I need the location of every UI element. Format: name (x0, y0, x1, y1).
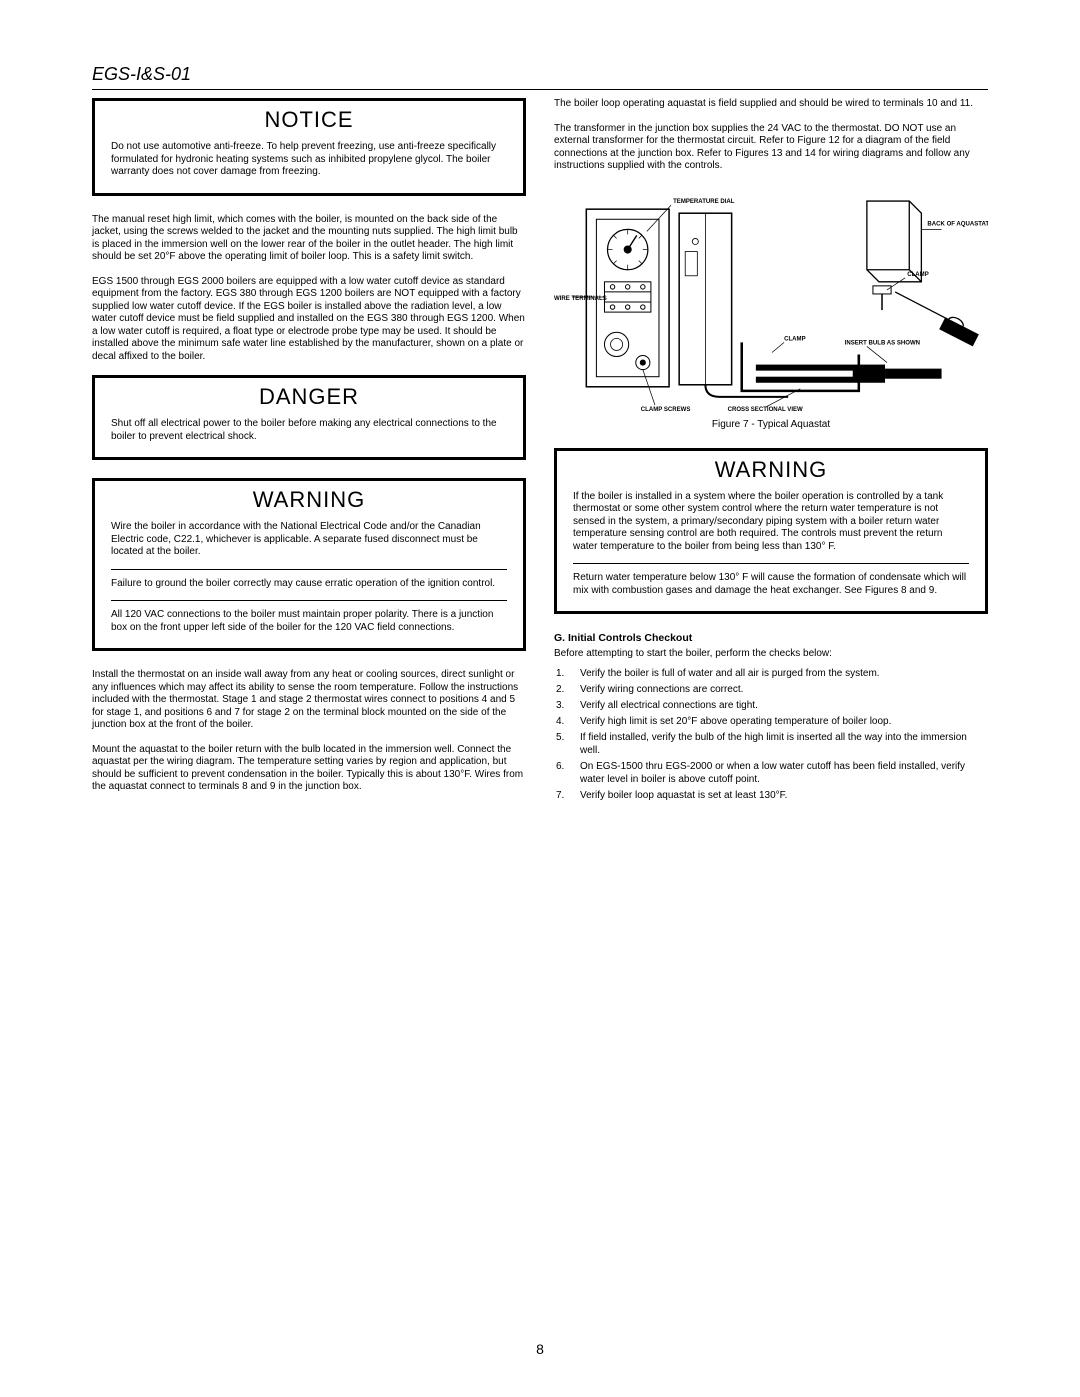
list-item: Verify high limit is set 20°F above oper… (576, 715, 988, 728)
figure-caption: Figure 7 - Typical Aquastat (554, 419, 988, 430)
label-cross-sectional: CROSS SECTIONAL VIEW (728, 407, 803, 413)
paragraph: EGS 1500 through EGS 2000 boilers are eq… (92, 276, 526, 364)
list-item: Verify boiler loop aquastat is set at le… (576, 789, 988, 802)
label-clamp-2: CLAMP (784, 336, 806, 342)
list-item: Verify wiring connections are correct. (576, 683, 988, 696)
section-g-label: G. Initial Controls Checkout (554, 632, 988, 644)
danger-body: Shut off all electrical power to the boi… (111, 418, 507, 443)
danger-title: DANGER (111, 384, 507, 410)
label-temperature-dial: TEMPERATURE DIAL (673, 199, 735, 205)
two-column-layout: NOTICE Do not use automotive anti-freeze… (92, 98, 988, 806)
danger-box: DANGER Shut off all electrical power to … (92, 375, 526, 460)
label-insert-bulb: INSERT BULB AS SHOWN (845, 340, 920, 346)
notice-title: NOTICE (111, 107, 507, 133)
label-back-of-aquastat: BACK OF AQUASTAT (927, 221, 988, 227)
label-wire-terminals: WIRE TERMINALS (554, 295, 607, 301)
warning-title: WARNING (573, 457, 969, 483)
warning-body-1: If the boiler is installed in a system w… (573, 491, 969, 554)
left-column: NOTICE Do not use automotive anti-freeze… (92, 98, 526, 806)
figure-7: TEMPERATURE DIAL WIRE TERMINALS CLAMP SC… (554, 191, 988, 413)
list-item: On EGS-1500 thru EGS-2000 or when a low … (576, 760, 988, 786)
warning-title: WARNING (111, 487, 507, 513)
notice-body: Do not use automotive anti-freeze. To he… (111, 141, 507, 179)
paragraph: The manual reset high limit, which comes… (92, 214, 526, 264)
list-item: Verify the boiler is full of water and a… (576, 667, 988, 680)
right-column: The boiler loop operating aquastat is fi… (554, 98, 988, 806)
page-number: 8 (0, 1341, 1080, 1357)
label-clamp-1: CLAMP (907, 271, 929, 277)
checkout-list: Verify the boiler is full of water and a… (554, 667, 988, 805)
warning-body-2: Failure to ground the boiler correctly m… (111, 578, 507, 591)
warning-box-right: WARNING If the boiler is installed in a … (554, 448, 988, 615)
box-divider (111, 569, 507, 570)
notice-box: NOTICE Do not use automotive anti-freeze… (92, 98, 526, 196)
box-divider (573, 563, 969, 564)
label-clamp-screws: CLAMP SCREWS (641, 407, 691, 413)
header-rule (92, 89, 988, 90)
warning-body-2: Return water temperature below 130° F wi… (573, 572, 969, 597)
paragraph: The boiler loop operating aquastat is fi… (554, 98, 988, 111)
paragraph: The transformer in the junction box supp… (554, 123, 988, 173)
paragraph: Mount the aquastat to the boiler return … (92, 744, 526, 794)
aquastat-diagram-svg: TEMPERATURE DIAL WIRE TERMINALS CLAMP SC… (554, 191, 988, 413)
paragraph: Install the thermostat on an inside wall… (92, 669, 526, 732)
section-g-intro: Before attempting to start the boiler, p… (554, 648, 988, 661)
doc-id: EGS-I&S-01 (92, 64, 988, 85)
list-item: If field installed, verify the bulb of t… (576, 731, 988, 757)
list-item: Verify all electrical connections are ti… (576, 699, 988, 712)
box-divider (111, 600, 507, 601)
warning-body-1: Wire the boiler in accordance with the N… (111, 521, 507, 559)
warning-box-left: WARNING Wire the boiler in accordance wi… (92, 478, 526, 651)
warning-body-3: All 120 VAC connections to the boiler mu… (111, 609, 507, 634)
page: EGS-I&S-01 NOTICE Do not use automotive … (0, 0, 1080, 1397)
